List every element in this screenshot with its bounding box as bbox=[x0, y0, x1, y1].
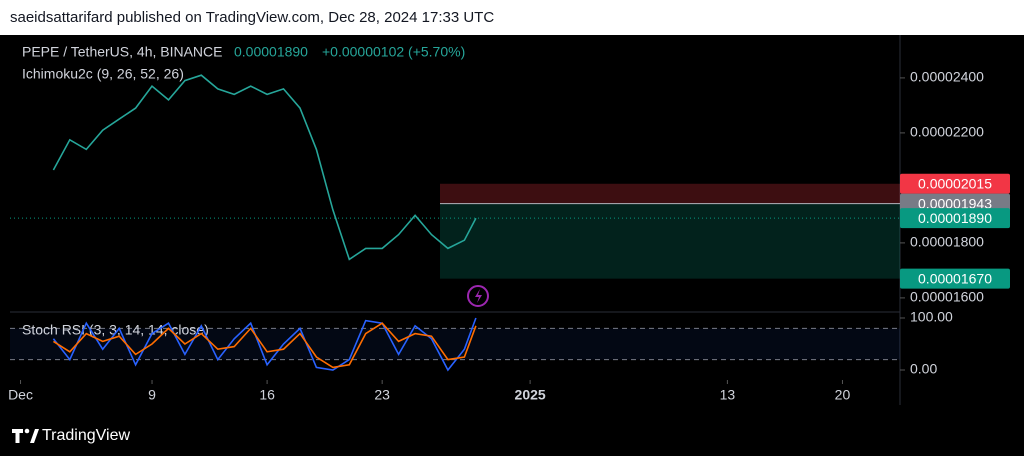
brand: TradingView bbox=[42, 427, 130, 444]
alert-ring bbox=[467, 285, 489, 307]
y-tick-label: 0.00002200 bbox=[910, 124, 984, 140]
price-label-box bbox=[900, 208, 1010, 229]
indicator-title: Stoch RSI (3, 3, 14, 14, close) bbox=[22, 322, 209, 338]
price-label: 0.00002015 bbox=[918, 175, 992, 191]
price-label: 0.00001670 bbox=[918, 270, 992, 286]
price-label-box bbox=[900, 268, 1010, 289]
header-bar bbox=[0, 0, 1024, 35]
series-line bbox=[52, 322, 477, 369]
x-tick-label: 9 bbox=[148, 387, 156, 403]
price-label: 0.00001943 bbox=[918, 195, 992, 211]
x-tick-label: 20 bbox=[835, 387, 851, 403]
y-tick-label: 0.00 bbox=[910, 361, 937, 377]
indicator-title: Ichimoku2c (9, 26, 52, 26) bbox=[22, 66, 184, 82]
price-label: 0.00001890 bbox=[918, 210, 992, 226]
x-tick-label: 23 bbox=[374, 387, 390, 403]
y-tick-label: 0.00001600 bbox=[910, 289, 984, 305]
y-tick-label: 0.00001800 bbox=[910, 234, 984, 250]
logo bbox=[12, 428, 39, 443]
series-line bbox=[52, 74, 477, 261]
alert-icon bbox=[467, 285, 489, 307]
reward-zone bbox=[440, 203, 900, 279]
last-price: 0.00001890 bbox=[234, 44, 308, 60]
x-tick-label: 16 bbox=[259, 387, 275, 403]
x-tick-label: Dec bbox=[8, 387, 33, 403]
price-change: +0.00000102 (+5.70%) bbox=[322, 44, 465, 60]
y-tick-label: 100.00 bbox=[910, 309, 953, 325]
header: saeidsattarifard published on TradingVie… bbox=[10, 9, 494, 26]
footer-bar bbox=[0, 412, 1024, 456]
price-label-box bbox=[900, 173, 1010, 194]
x-tick-label: 2025 bbox=[515, 387, 546, 403]
alert-bolt bbox=[475, 289, 482, 303]
risk-zone bbox=[440, 183, 900, 204]
band-fill bbox=[10, 328, 900, 360]
x-tick-label: 13 bbox=[720, 387, 736, 403]
y-tick-label: 0.00002400 bbox=[910, 69, 984, 85]
symbol-title: PEPE / TetherUS, 4h, BINANCE bbox=[22, 44, 223, 60]
